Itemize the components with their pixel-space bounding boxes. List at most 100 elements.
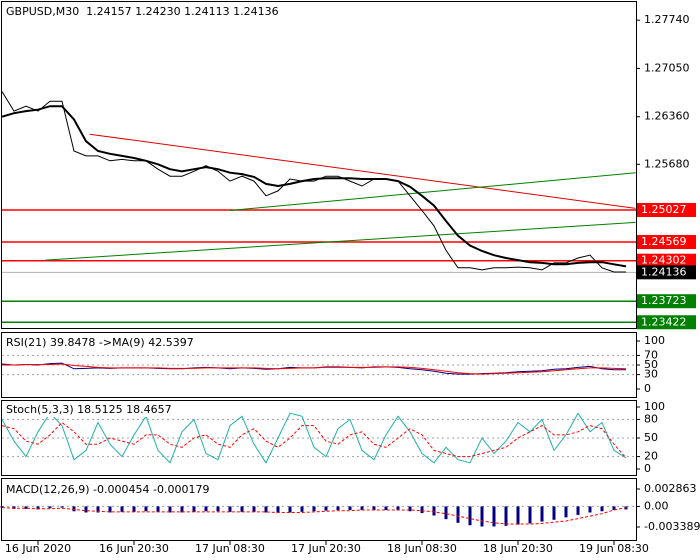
title-background — [3, 483, 221, 497]
y-tick-label: 30 — [644, 368, 658, 381]
histogram-bar — [108, 506, 112, 513]
histogram-bar — [24, 506, 28, 509]
histogram-bar — [96, 506, 100, 513]
x-tick-label: 19 Jun 08:30 — [579, 542, 649, 555]
y-tick-label: 1.27050 — [644, 61, 690, 74]
histogram-bar — [588, 506, 592, 513]
histogram-bar — [324, 506, 328, 511]
histogram-bar — [492, 506, 496, 527]
panel-title: RSI(21) 39.8478 ->MA(9) 42.5397 — [6, 336, 194, 349]
y-tick-label: 50 — [644, 358, 658, 371]
panel-title: Stoch(5,3,3) 18.5125 18.4657 — [6, 403, 172, 416]
y-tick-label: 70 — [644, 348, 658, 361]
y-tick-label: 100 — [644, 334, 665, 347]
y-tick-label: 80 — [644, 412, 658, 425]
histogram-bar — [348, 506, 352, 511]
y-tick-label: 0.00 — [644, 499, 669, 512]
histogram-bar — [276, 506, 280, 514]
histogram-bar — [0, 506, 4, 508]
y-tick-label: 0 — [644, 382, 651, 395]
last-price-box — [637, 265, 696, 280]
histogram-bar — [12, 506, 16, 509]
trendline — [229, 172, 636, 211]
histogram-bar — [396, 506, 400, 511]
histogram-bar — [48, 506, 52, 509]
main-frame — [1, 1, 637, 329]
title-background — [3, 403, 188, 417]
title-background — [3, 336, 208, 350]
series-line — [1, 105, 627, 268]
x-tick-label: 18 Jun 08:30 — [387, 542, 457, 555]
x-tick-label: 17 Jun 20:30 — [291, 542, 361, 555]
price-label: 1.24569 — [641, 235, 687, 248]
last-price-label: 1.24136 — [641, 265, 687, 278]
price-label: 1.24302 — [641, 254, 687, 267]
price-label: 1.23723 — [641, 294, 687, 307]
panel-title: MACD(12,26,9) -0.000454 -0.000179 — [6, 483, 209, 496]
histogram-bar — [372, 506, 376, 511]
histogram-bar — [360, 506, 364, 511]
title-background — [3, 5, 287, 19]
price-label-box — [637, 294, 696, 309]
histogram-bar — [168, 506, 172, 513]
series-line — [1, 421, 627, 459]
histogram-bar — [216, 506, 220, 512]
histogram-bar — [540, 506, 544, 522]
histogram-bar — [564, 506, 568, 518]
price-label-box — [637, 235, 696, 250]
y-tick-label: 100 — [644, 400, 665, 413]
histogram-bar — [312, 506, 316, 512]
histogram-bar — [228, 506, 232, 512]
histogram-bar — [432, 506, 436, 516]
histogram-bar — [468, 506, 472, 526]
histogram-bar — [504, 506, 508, 526]
histogram-bar — [120, 506, 124, 512]
histogram-bar — [408, 506, 412, 512]
trendline — [89, 133, 636, 209]
histogram-bar — [72, 506, 76, 512]
panel-title: GBPUSD,M30 1.24157 1.24230 1.24113 1.241… — [6, 5, 279, 18]
histogram-bar — [336, 506, 340, 511]
histogram-bar — [288, 506, 292, 513]
y-tick-label: 20 — [644, 450, 658, 463]
histogram-bar — [264, 506, 268, 513]
x-tick-label: 17 Jun 08:30 — [195, 542, 265, 555]
histogram-bar — [420, 506, 424, 514]
histogram-bar — [528, 506, 532, 524]
histogram-bar — [204, 506, 208, 512]
histogram-bar — [552, 506, 556, 520]
histogram-bar — [36, 506, 40, 510]
x-tick-label: 18 Jun 20:30 — [483, 542, 553, 555]
histogram-bar — [180, 506, 184, 513]
price-label-box — [637, 315, 696, 330]
histogram-bar — [252, 506, 256, 512]
series-line — [1, 507, 627, 525]
price-label-box — [637, 253, 696, 268]
histogram-bar — [384, 506, 388, 511]
histogram-bar — [612, 506, 616, 511]
series-line — [1, 91, 626, 273]
histogram-bar — [240, 506, 244, 512]
price-label: 1.23422 — [641, 315, 687, 328]
histogram-bar — [84, 506, 88, 513]
series-line — [2, 363, 627, 375]
histogram-bar — [600, 506, 604, 512]
y-tick-label: -0.003389 — [644, 520, 700, 533]
y-tick-label: 0 — [644, 462, 651, 475]
histogram-bar — [300, 506, 304, 512]
histogram-bar — [576, 506, 580, 515]
histogram-bar — [192, 506, 196, 512]
histogram-bar — [444, 506, 448, 520]
trendline — [45, 221, 636, 261]
histogram-bar — [516, 506, 520, 525]
y-tick-label: 50 — [644, 431, 658, 444]
price-label-box — [637, 202, 696, 217]
histogram-bar — [456, 506, 460, 523]
macd-frame — [1, 478, 637, 541]
histogram-bar — [480, 506, 484, 527]
x-tick-label: 16 Jun 2020 — [5, 542, 71, 555]
histogram-bar — [156, 506, 160, 512]
